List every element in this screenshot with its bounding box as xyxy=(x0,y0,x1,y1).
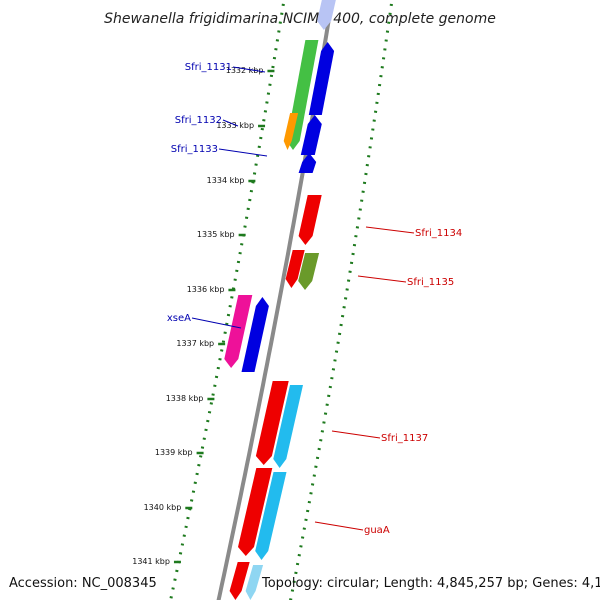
gene-label-sfri-1137[interactable]: Sfri_1137 xyxy=(331,430,428,444)
tick-1335: 1335 kbp xyxy=(197,230,246,239)
gene-label-text[interactable]: Sfri_1135 xyxy=(407,277,454,288)
tick-1340: 1340 kbp xyxy=(144,503,193,512)
gene-label-sfri-1132[interactable]: Sfri_1132 xyxy=(175,115,239,127)
tick-1339: 1339 kbp xyxy=(155,448,204,457)
gene-sfri-1137-cyan xyxy=(273,385,303,468)
tick-label: 1335 kbp xyxy=(197,230,235,239)
tick-label: 1339 kbp xyxy=(155,448,193,457)
tick-1337: 1337 kbp xyxy=(176,339,226,348)
tick-1332: 1332 kbp xyxy=(226,66,275,75)
gene-sfri-1134-red xyxy=(298,195,322,245)
leader-line xyxy=(357,275,407,283)
gene-labels: Sfri_1131 Sfri_1132 Sfri_1133 Sfri_1134 … xyxy=(167,62,462,536)
leader-line xyxy=(314,521,364,531)
gene-sfri-1135-olive xyxy=(298,253,320,290)
tick-1341: 1341 kbp xyxy=(132,557,181,566)
gene-bottom-cyan xyxy=(245,565,264,600)
tick-1336: 1336 kbp xyxy=(187,285,236,294)
gene-features xyxy=(224,0,336,600)
gene-label-text[interactable]: Sfri_1131 xyxy=(185,62,232,73)
map-title: Shewanella frigidimarina NCIMB 400, comp… xyxy=(104,11,496,27)
gene-label-sfri-1135[interactable]: Sfri_1135 xyxy=(357,275,454,288)
gene-xsea-magenta xyxy=(224,295,253,368)
tick-1333: 1333 kbp xyxy=(216,121,266,130)
gene-label-sfri-1134[interactable]: Sfri_1134 xyxy=(365,226,462,239)
leader-line xyxy=(222,119,239,127)
tick-label: 1341 kbp xyxy=(132,557,170,566)
gene-label-text[interactable]: Sfri_1132 xyxy=(175,115,222,126)
tick-label: 1332 kbp xyxy=(226,66,264,75)
gene-sfri-1131-blue xyxy=(308,42,335,115)
scale-ticks: 1332 kbp 1333 kbp 1334 kbp 1335 kbp 1336… xyxy=(132,66,275,566)
gene-label-guaa[interactable]: guaA xyxy=(314,521,390,536)
gene-label-xsea[interactable]: xseA xyxy=(167,313,242,329)
leader-line xyxy=(365,226,415,234)
topology-text: Topology: circular; Length: 4,845,257 bp… xyxy=(261,576,600,591)
tick-label: 1333 kbp xyxy=(216,121,254,130)
leader-line xyxy=(331,430,381,439)
gene-label-text[interactable]: Sfri_1133 xyxy=(171,144,218,155)
gene-label-text[interactable]: Sfri_1134 xyxy=(415,228,462,239)
gene-label-text[interactable]: guaA xyxy=(364,525,390,536)
gene-label-text[interactable]: Sfri_1137 xyxy=(381,433,428,444)
gene-top-partial xyxy=(317,0,336,30)
leader-line xyxy=(232,66,266,73)
tick-label: 1334 kbp xyxy=(207,176,245,185)
leader-line xyxy=(218,148,268,157)
tick-1334: 1334 kbp xyxy=(207,176,256,185)
leader-line xyxy=(191,317,242,329)
gene-label-text[interactable]: xseA xyxy=(167,313,191,324)
gene-label-sfri-1133[interactable]: Sfri_1133 xyxy=(171,144,268,157)
tick-label: 1340 kbp xyxy=(144,503,182,512)
tick-1338: 1338 kbp xyxy=(166,394,215,403)
tick-label: 1336 kbp xyxy=(187,285,225,294)
gene-sfri-1132-blue xyxy=(300,115,322,155)
gene-sfri-1132-orange xyxy=(283,113,299,150)
gene-sfri-1135-red xyxy=(285,250,305,288)
gene-guaa-cyan xyxy=(255,472,287,560)
gene-label-sfri-1131[interactable]: Sfri_1131 xyxy=(185,62,266,73)
gene-sfri-1133-blue xyxy=(298,153,317,173)
gene-bottom-red xyxy=(229,562,250,600)
gene-xsea-blue xyxy=(241,297,269,372)
gene-guaa-red xyxy=(238,468,273,556)
tick-label: 1338 kbp xyxy=(166,394,204,403)
accession-text: Accession: NC_008345 xyxy=(9,576,157,591)
tick-label: 1337 kbp xyxy=(176,339,214,348)
gene-sfri-1137-red xyxy=(255,381,289,465)
